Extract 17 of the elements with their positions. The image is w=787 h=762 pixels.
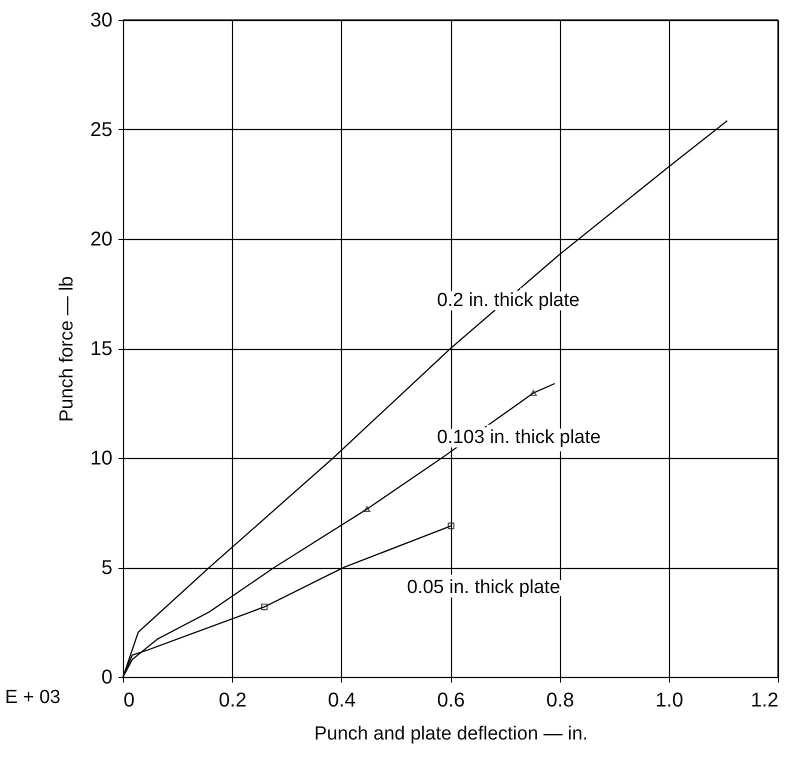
y-tick-label: 0 <box>101 666 112 688</box>
y-tick-label: 5 <box>101 557 112 579</box>
x-axis-title: Punch and plate deflection — in. <box>314 724 588 744</box>
x-tick-label: 0.6 <box>437 690 465 712</box>
x-tick-label: 0 <box>124 690 135 712</box>
y-tick-label: 30 <box>90 10 112 32</box>
y-tick-label: 25 <box>90 119 112 141</box>
y-tick-label: 10 <box>90 448 112 470</box>
x-tick-label: 1.0 <box>655 690 684 712</box>
x-tick-label: 0.4 <box>328 690 356 712</box>
y-tick-label: 20 <box>90 228 112 250</box>
y-axis-title: Punch force — lb <box>56 276 78 422</box>
x-tick-label: 0.8 <box>546 690 574 712</box>
text: E + 03 <box>5 687 60 708</box>
x-tick-label: 0.2 <box>218 690 247 712</box>
x-tick-label: 1.2 <box>750 690 778 712</box>
y-tick-label: 15 <box>90 338 112 360</box>
